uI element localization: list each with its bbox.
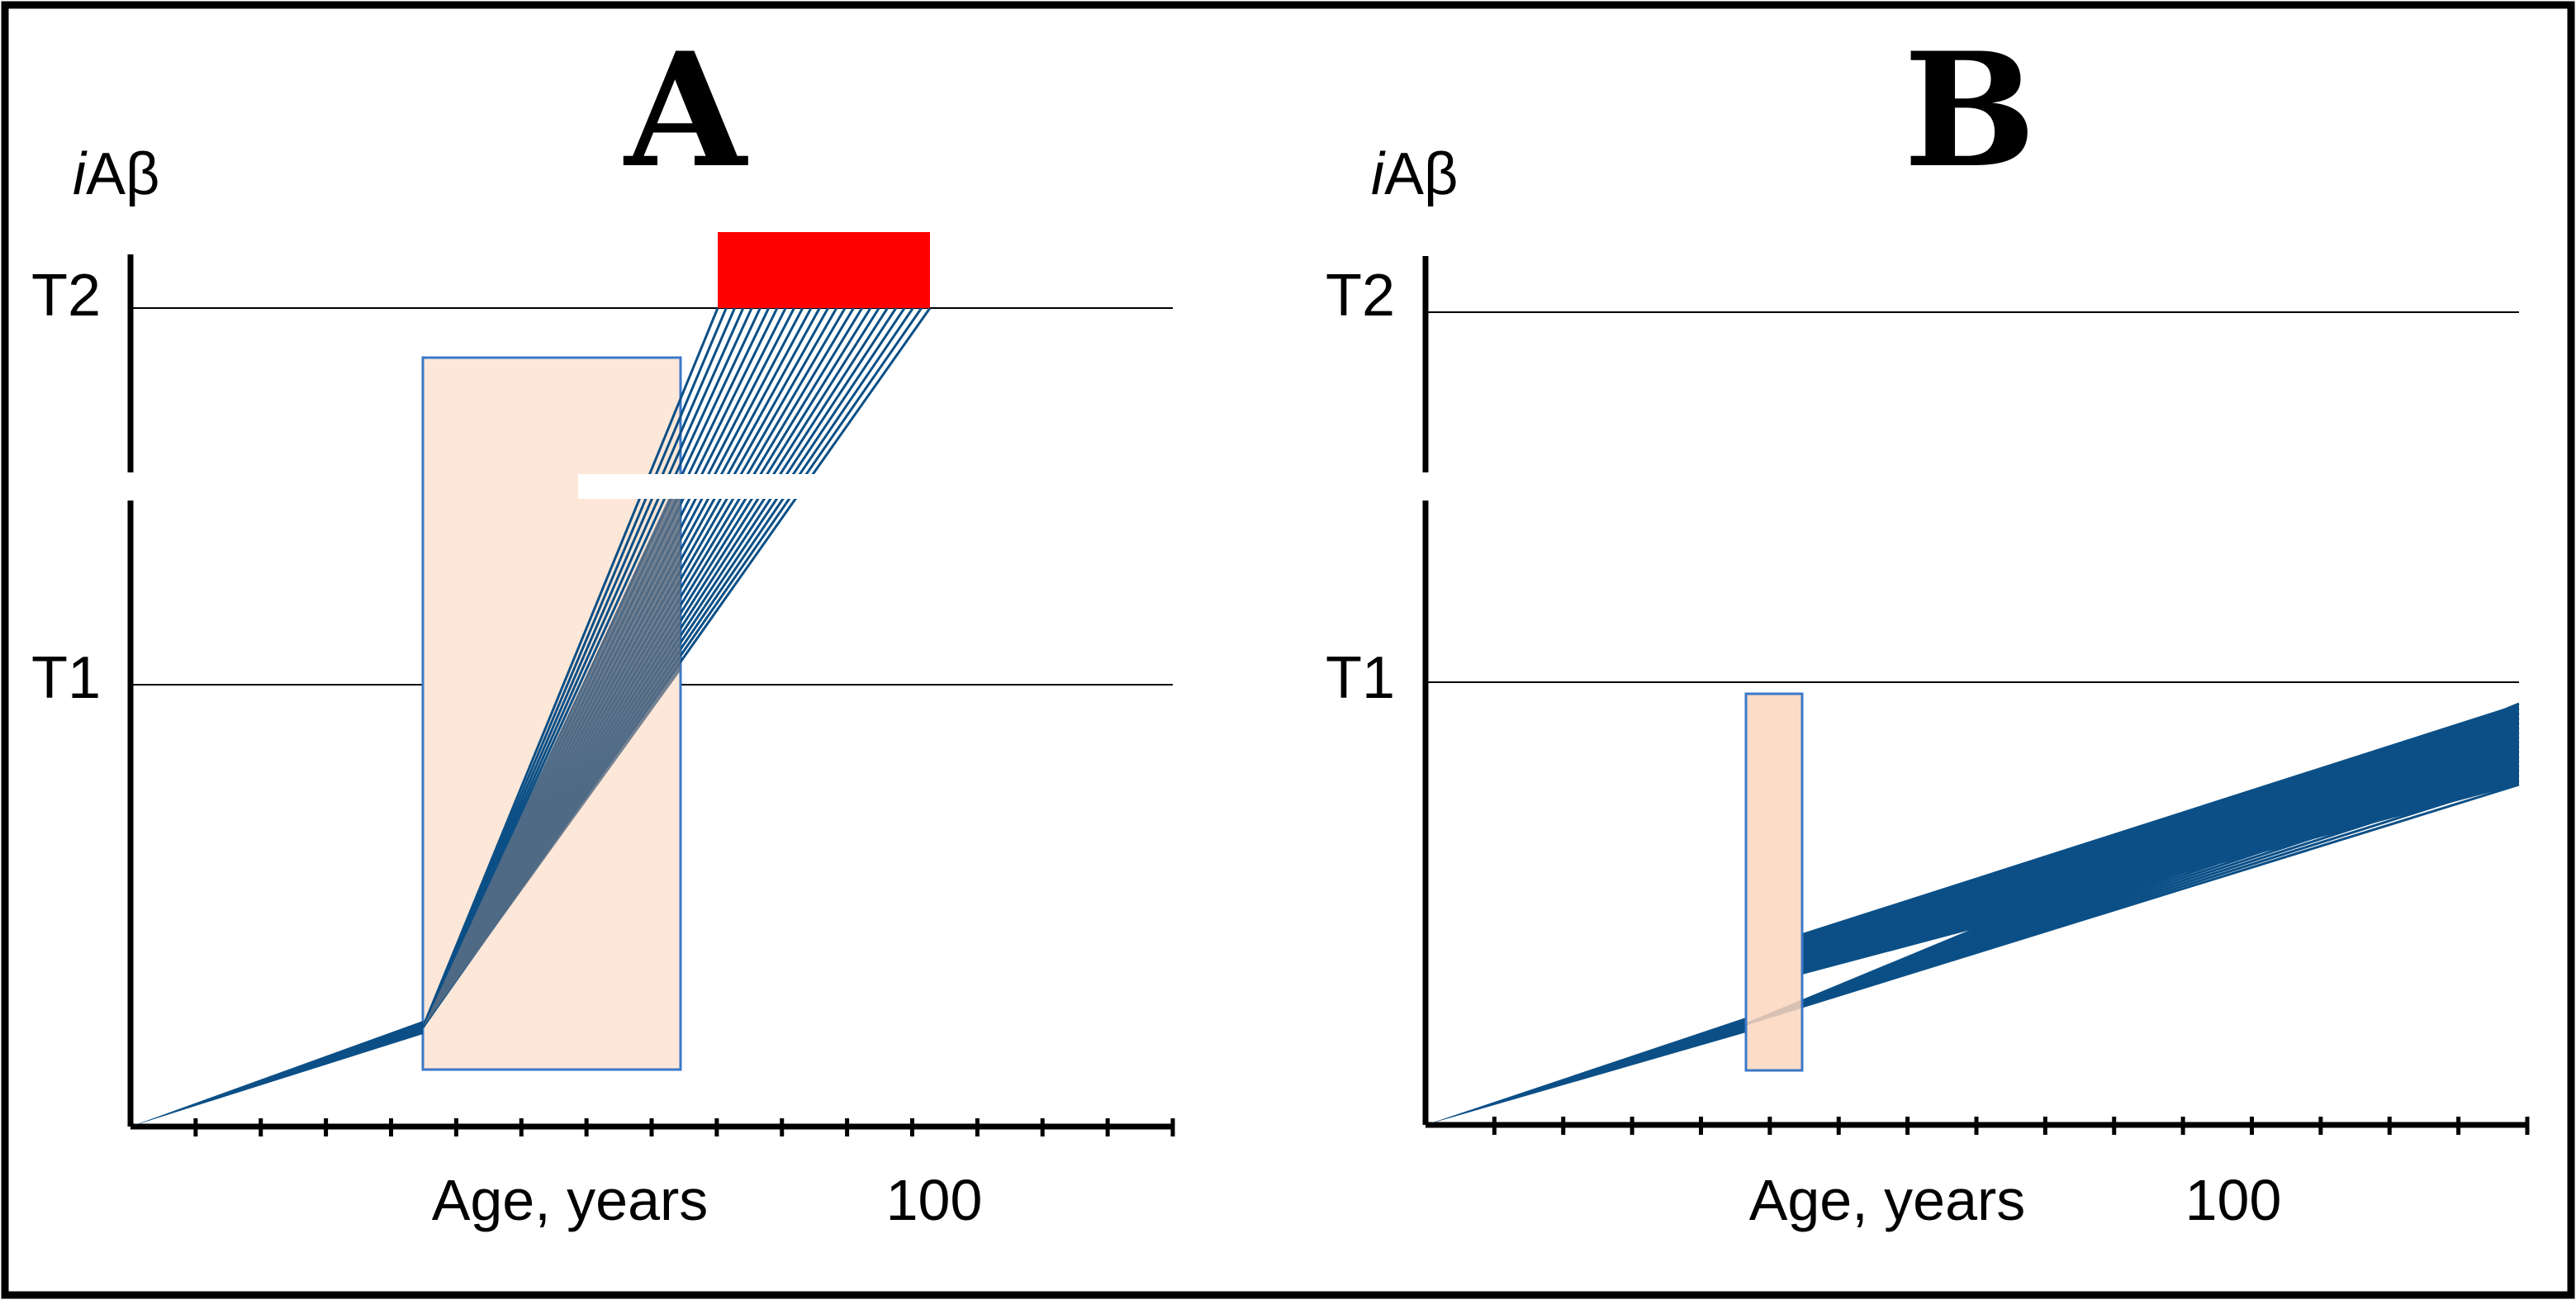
panel-a-red-block [718, 232, 930, 308]
panel-a-x-tick-100: 100 [886, 1168, 983, 1232]
panel-b-trajectories [1745, 702, 2520, 1026]
panel-a-x-label: Age, years [432, 1168, 709, 1232]
panel-b: B iAβ T2 T1 Age, years 100 [1326, 18, 2530, 1232]
panel-a: A iAβ T2 T1 Age, years 100 [31, 18, 1175, 1232]
panel-a-baseline-band [130, 1021, 423, 1127]
panel-b-x-label: Age, years [1749, 1168, 2026, 1232]
panel-b-x-ticks [1492, 1117, 2530, 1135]
panel-b-letter: B [1904, 18, 2037, 202]
panel-b-baseline-band [1426, 1018, 1746, 1125]
panel-a-trajectory-1 [421, 307, 719, 1028]
panel-a-letter: A [623, 18, 748, 202]
panel-b-t2-label: T2 [1326, 263, 1395, 329]
panel-b-t1-label: T1 [1326, 645, 1395, 711]
panel-a-t2-label: T2 [31, 263, 101, 329]
panel-b-baseline [1426, 1018, 1746, 1125]
panel-a-trajectory-3 [421, 307, 736, 1028]
panel-a-trajectory-4 [421, 307, 745, 1028]
panel-b-trajectory-18 [1745, 783, 2520, 1026]
panel-b-x-tick-100: 100 [2185, 1168, 2282, 1232]
panel-a-trajectory-2 [421, 307, 728, 1028]
panel-a-trajectory-5 [421, 307, 753, 1028]
panel-a-baseline [130, 1021, 423, 1127]
panel-a-trajectories [421, 307, 932, 1028]
panel-a-window-overlap [423, 472, 681, 1027]
panel-b-y-axis-label: iAβ [1371, 141, 1458, 207]
panel-a-x-ticks [193, 1118, 1175, 1136]
panel-b-trajectory-band [1802, 704, 2519, 975]
panel-a-y-axis-label: iAβ [73, 141, 159, 207]
panel-a-axis-break-gap [578, 474, 826, 499]
panel-b-age-window [1744, 692, 1804, 1072]
panel-a-t1-label: T1 [31, 645, 101, 711]
